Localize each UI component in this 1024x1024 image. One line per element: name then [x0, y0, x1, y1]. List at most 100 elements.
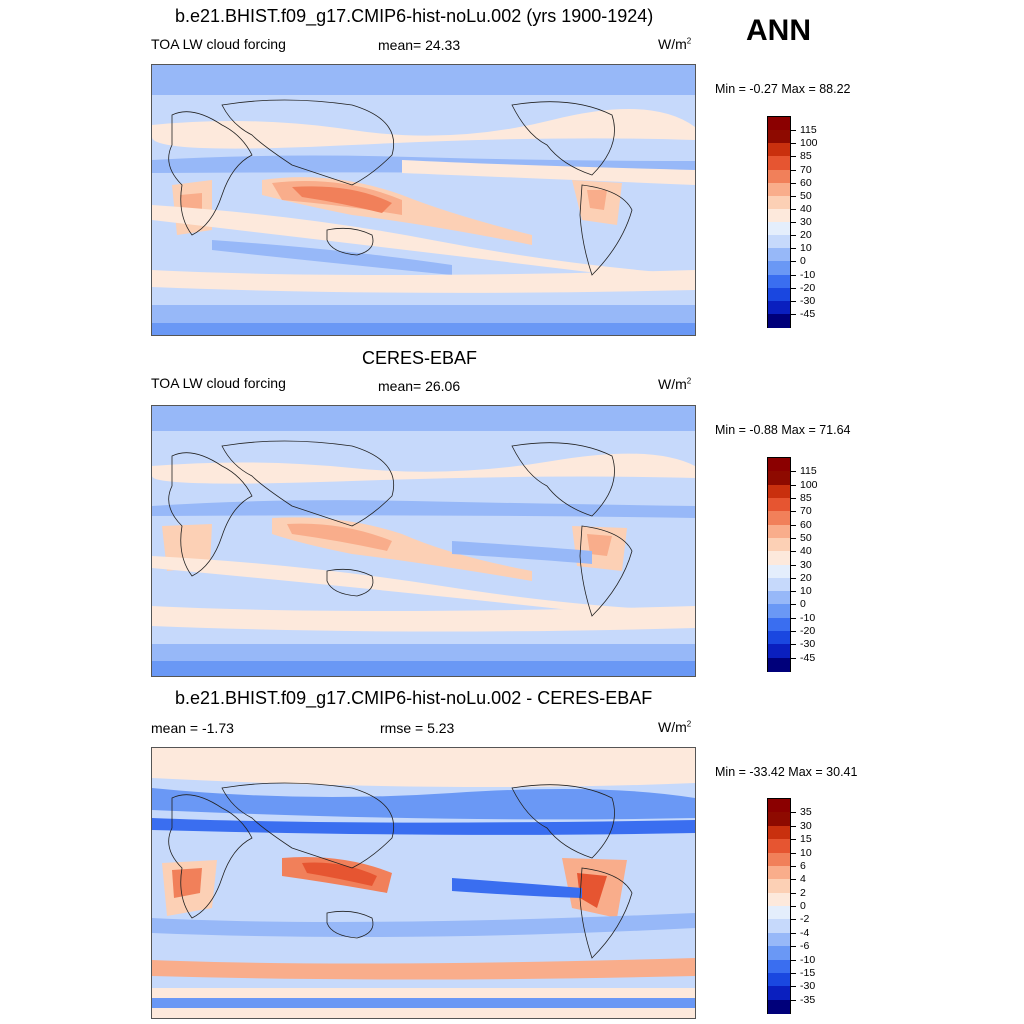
panel-3-map — [151, 747, 696, 1019]
panel-2-map-svg — [152, 406, 695, 676]
colorbar-tick — [790, 497, 796, 499]
colorbar-tick — [790, 248, 796, 250]
colorbar-label: 10 — [800, 585, 812, 598]
colorbar-swatch — [768, 892, 790, 907]
colorbar-label: -45 — [800, 651, 816, 664]
colorbar-label: 30 — [800, 558, 812, 571]
colorbar-swatch — [768, 999, 790, 1014]
colorbar-label: 50 — [800, 531, 812, 544]
colorbar-swatch — [768, 287, 790, 302]
panel-2-colorbar: 115 100 85 70 60 50 40 30 20 10 0 -10 -20 -30 -45 — [767, 457, 818, 672]
colorbar-swatch — [768, 839, 790, 853]
colorbar-swatch — [768, 248, 790, 262]
colorbar-tick — [790, 208, 796, 210]
colorbar-tick — [790, 631, 796, 633]
colorbar-label: 70 — [800, 163, 812, 176]
colorbar-label: -10 — [800, 611, 816, 624]
colorbar-tick — [790, 591, 796, 593]
colorbar-label: 20 — [800, 229, 812, 242]
colorbar-tick — [790, 300, 796, 302]
colorbar-label: 100 — [800, 137, 818, 150]
colorbar-swatch — [768, 959, 790, 974]
colorbar-tick — [790, 932, 796, 934]
panel-2-title: CERES-EBAF — [362, 348, 478, 368]
colorbar-tick — [790, 235, 796, 237]
colorbar-swatch — [768, 300, 790, 315]
colorbar-tick — [790, 892, 796, 894]
colorbar-tick — [790, 313, 796, 315]
colorbar-label: 30 — [800, 216, 812, 228]
colorbar-swatch — [768, 117, 790, 131]
panel-1-variable: TOA LW cloud forcing — [151, 36, 286, 52]
colorbar-swatch — [768, 657, 790, 672]
colorbar-swatch — [768, 511, 790, 526]
colorbar-tick — [790, 169, 796, 171]
colorbar-tick — [790, 274, 796, 276]
colorbar-tick — [790, 999, 796, 1001]
panel-1-units: W/m2 — [658, 36, 692, 52]
colorbar-swatch — [768, 471, 790, 486]
colorbar-swatch — [768, 906, 790, 920]
colorbar-swatch — [768, 564, 790, 579]
colorbar-swatch — [768, 631, 790, 645]
colorbar-tick — [790, 156, 796, 158]
colorbar-label: -4 — [800, 926, 810, 939]
panel-1-minmax: Min = -0.27 Max = 88.22 — [715, 82, 851, 96]
colorbar-swatch — [768, 591, 790, 605]
colorbar-label: -30 — [800, 294, 816, 307]
colorbar-swatch — [768, 222, 790, 236]
panel-2-mean: mean= 26.06 — [378, 378, 461, 394]
panel-3-units: W/m2 — [658, 719, 692, 735]
colorbar-swatch — [768, 458, 790, 472]
colorbar-swatch — [768, 946, 790, 960]
colorbar-tick — [790, 524, 796, 526]
panel-3-title: b.e21.BHIST.f09_g17.CMIP6-hist-noLu.002 … — [175, 688, 653, 708]
panel-2-units: W/m2 — [658, 376, 692, 392]
colorbar-label: 15 — [800, 833, 812, 846]
colorbar-label: -15 — [800, 966, 816, 979]
panel-1-title: b.e21.BHIST.f09_g17.CMIP6-hist-noLu.002 … — [175, 6, 654, 26]
colorbar-label: -2 — [800, 913, 810, 926]
colorbar-label: 10 — [800, 242, 812, 255]
colorbar-tick — [790, 906, 796, 907]
colorbar-swatch — [768, 577, 790, 592]
panel-3-mean: mean = -1.73 — [151, 720, 234, 736]
colorbar-label: 50 — [800, 189, 812, 202]
colorbar-swatch — [768, 986, 790, 1001]
colorbar-tick — [790, 143, 796, 145]
panel-3-rmse: rmse = 5.23 — [380, 720, 455, 736]
colorbar-swatch — [768, 182, 790, 197]
colorbar-label: 40 — [800, 545, 812, 558]
season-label: ANN — [746, 14, 811, 47]
colorbar-tick — [790, 644, 796, 646]
colorbar-swatch — [768, 195, 790, 210]
colorbar-tick — [790, 195, 796, 197]
colorbar-tick — [790, 471, 796, 473]
panel-2-map — [151, 405, 696, 677]
colorbar-label: 85 — [800, 150, 812, 163]
colorbar-tick — [790, 537, 796, 539]
colorbar-tick — [790, 484, 796, 486]
colorbar-label: -30 — [800, 980, 816, 993]
colorbar-label: 4 — [800, 873, 806, 886]
colorbar-label: 70 — [800, 505, 812, 518]
colorbar-label: 35 — [800, 806, 812, 819]
colorbar-swatch — [768, 274, 790, 289]
colorbar-tick — [790, 577, 796, 579]
colorbar-tick — [790, 959, 796, 961]
colorbar-tick — [790, 879, 796, 881]
colorbar-swatch — [768, 825, 790, 840]
colorbar-swatch — [768, 497, 790, 512]
colorbar-label: 40 — [800, 202, 812, 215]
colorbar-label: -20 — [800, 281, 816, 294]
colorbar-swatch — [768, 644, 790, 659]
colorbar-swatch — [768, 551, 790, 565]
colorbar-swatch — [768, 812, 790, 827]
colorbar-label: 20 — [800, 571, 812, 584]
colorbar-tick — [790, 551, 796, 553]
colorbar-swatch — [768, 156, 790, 170]
colorbar-tick — [790, 657, 796, 659]
colorbar-tick — [790, 946, 796, 948]
colorbar-swatch — [768, 261, 790, 275]
colorbar-tick — [790, 511, 796, 513]
